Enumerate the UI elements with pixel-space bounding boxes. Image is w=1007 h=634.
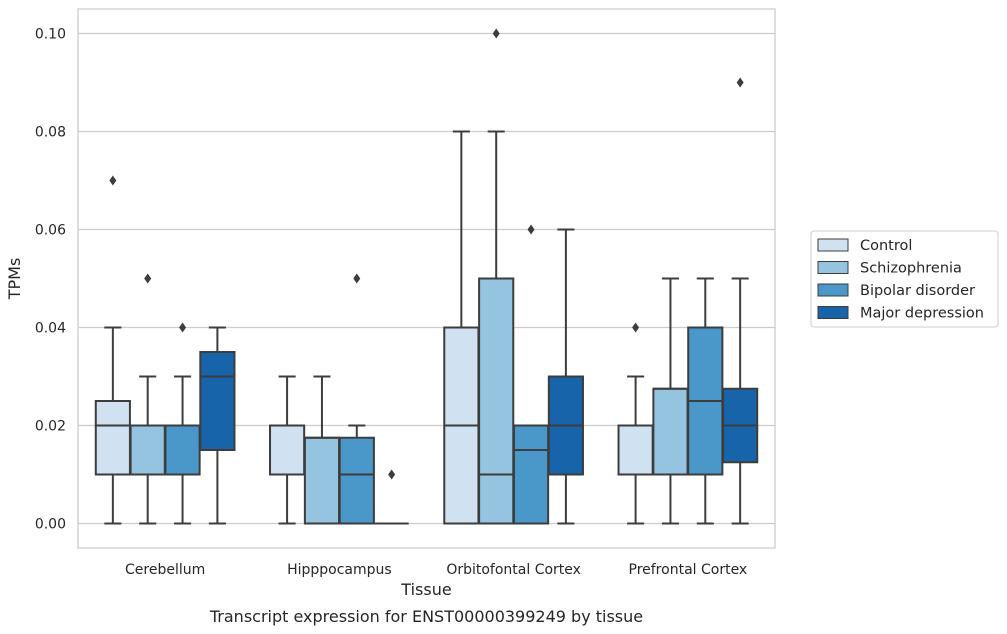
box xyxy=(652,387,689,476)
box-plot xyxy=(338,273,375,525)
y-tick-label: 0.04 xyxy=(35,321,66,337)
box xyxy=(129,424,166,476)
box xyxy=(512,424,550,525)
box-plot xyxy=(443,130,480,525)
legend: Control Schizophrenia Bipolar disorder Majo… xyxy=(810,230,999,328)
legend-swatch xyxy=(817,238,849,252)
outlier-point xyxy=(353,273,361,284)
outlier-point xyxy=(388,469,396,480)
legend-frame xyxy=(810,230,999,328)
box-plot xyxy=(547,228,584,525)
box-plot xyxy=(199,326,236,525)
outlier-point xyxy=(144,273,152,284)
x-tick-label: Cerebellum xyxy=(125,562,205,578)
outlier-point xyxy=(736,77,744,88)
box-plot xyxy=(269,375,306,525)
box xyxy=(94,400,131,476)
box-plot xyxy=(303,375,341,525)
legend-label: Schizophrenia xyxy=(860,261,962,277)
box xyxy=(164,424,201,476)
box-plot xyxy=(687,277,724,525)
y-tick-label: 0.02 xyxy=(35,419,66,435)
box-plot xyxy=(652,277,689,525)
box xyxy=(338,436,375,525)
chart-caption: Transcript expression for ENST0000039924… xyxy=(209,607,643,626)
box xyxy=(478,277,515,525)
outlier-point xyxy=(632,322,640,333)
x-axis-title: Tissue xyxy=(400,580,451,599)
y-axis-title: TPMs xyxy=(5,258,24,301)
outlier-point xyxy=(527,224,535,235)
box-plot xyxy=(374,469,409,525)
y-tick-label: 0.08 xyxy=(35,125,66,141)
box-plot xyxy=(512,224,550,525)
x-tick-label: Hipppocampus xyxy=(287,562,392,578)
y-tick-label: 0.10 xyxy=(35,27,66,43)
box xyxy=(269,424,306,476)
box xyxy=(617,424,654,476)
box-plot xyxy=(617,322,654,525)
y-tick-label: 0.06 xyxy=(35,223,66,239)
outlier-point xyxy=(179,322,187,333)
x-tick-label: Prefrontal Cortex xyxy=(629,562,748,578)
legend-swatch xyxy=(817,261,849,274)
legend-label: Bipolar disorder xyxy=(860,283,975,299)
outlier-point xyxy=(492,28,500,39)
box-plot xyxy=(722,77,759,525)
x-tick-labels: Cerebellum Hipppocampus Orbitofontal Corte… xyxy=(125,562,747,578)
legend-swatch xyxy=(817,306,849,319)
legend-label: Control xyxy=(860,238,912,254)
plot-border xyxy=(77,8,776,549)
legend-swatch xyxy=(817,283,849,297)
x-tick-label: Orbitofontal Cortex xyxy=(446,562,581,578)
box-plot xyxy=(478,28,515,525)
outlier-point xyxy=(109,175,117,186)
box xyxy=(303,436,341,525)
y-tick-label: 0.00 xyxy=(35,517,66,533)
legend-label: Major depression xyxy=(860,306,984,322)
box xyxy=(199,351,236,451)
y-tick-labels: 0.00 0.02 0.04 0.06 0.08 0.10 xyxy=(35,27,66,533)
box-plots xyxy=(94,28,759,525)
